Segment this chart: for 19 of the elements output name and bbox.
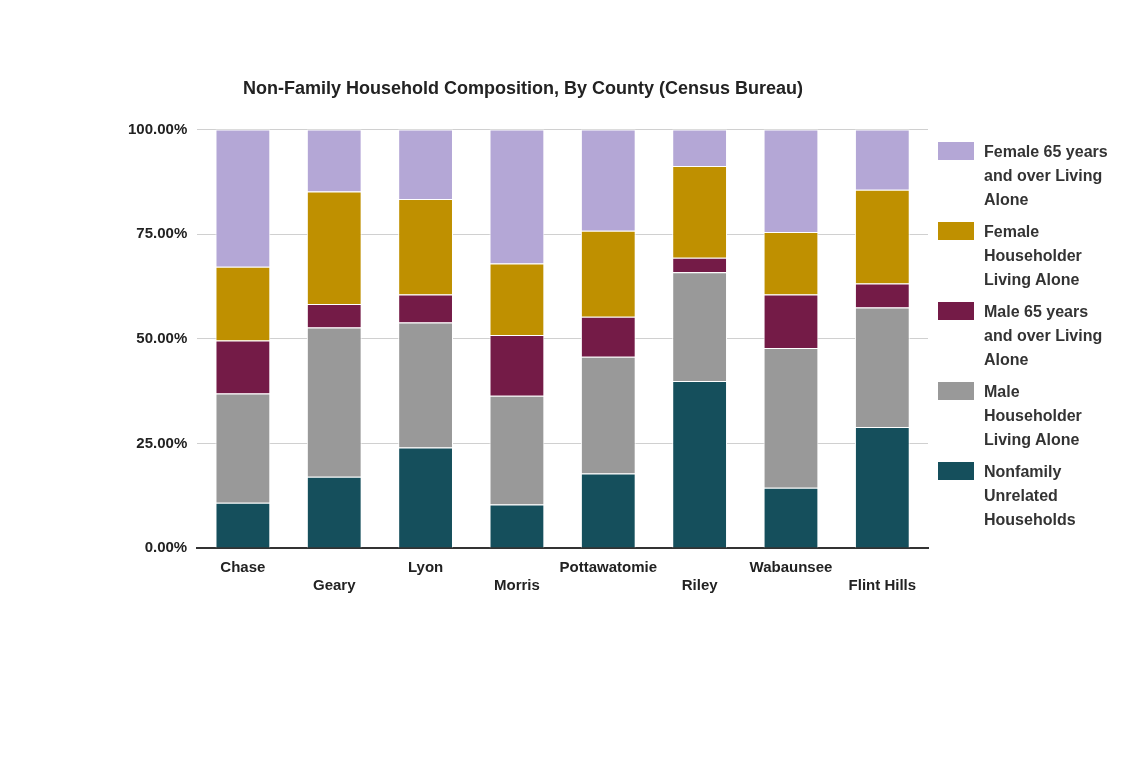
legend-label: Male Householder Living Alone — [984, 382, 1083, 450]
y-tick-label: 25.00% — [136, 433, 188, 451]
legend-label: Female Householder Living Alone — [984, 222, 1083, 290]
y-tick-label: 0.00% — [144, 538, 188, 556]
x-tick-label: Morris — [494, 576, 540, 594]
y-tick-label: 50.00% — [136, 328, 188, 346]
x-tick-label: Wabaunsee — [749, 558, 833, 576]
y-tick-label: 100.00% — [128, 119, 188, 137]
legend-label: Male 65 years and over Living Alone — [984, 302, 1104, 370]
x-tick-label: Chase — [220, 558, 266, 576]
x-tick-label: Flint Hills — [848, 576, 917, 594]
x-tick-label: Riley — [681, 576, 719, 594]
legend-label: Nonfamily Unrelated Households — [984, 462, 1077, 530]
legend-label: Female 65 years and over Living Alone — [984, 142, 1109, 210]
x-tick-label: Pottawatomie — [559, 558, 658, 576]
x-tick-label: Lyon — [407, 558, 444, 576]
x-tick-label: Geary — [312, 576, 357, 594]
chart-title: Non-Family Household Composition, By County (Census Bureau) — [242, 77, 804, 98]
y-tick-label: 75.00% — [136, 224, 188, 242]
